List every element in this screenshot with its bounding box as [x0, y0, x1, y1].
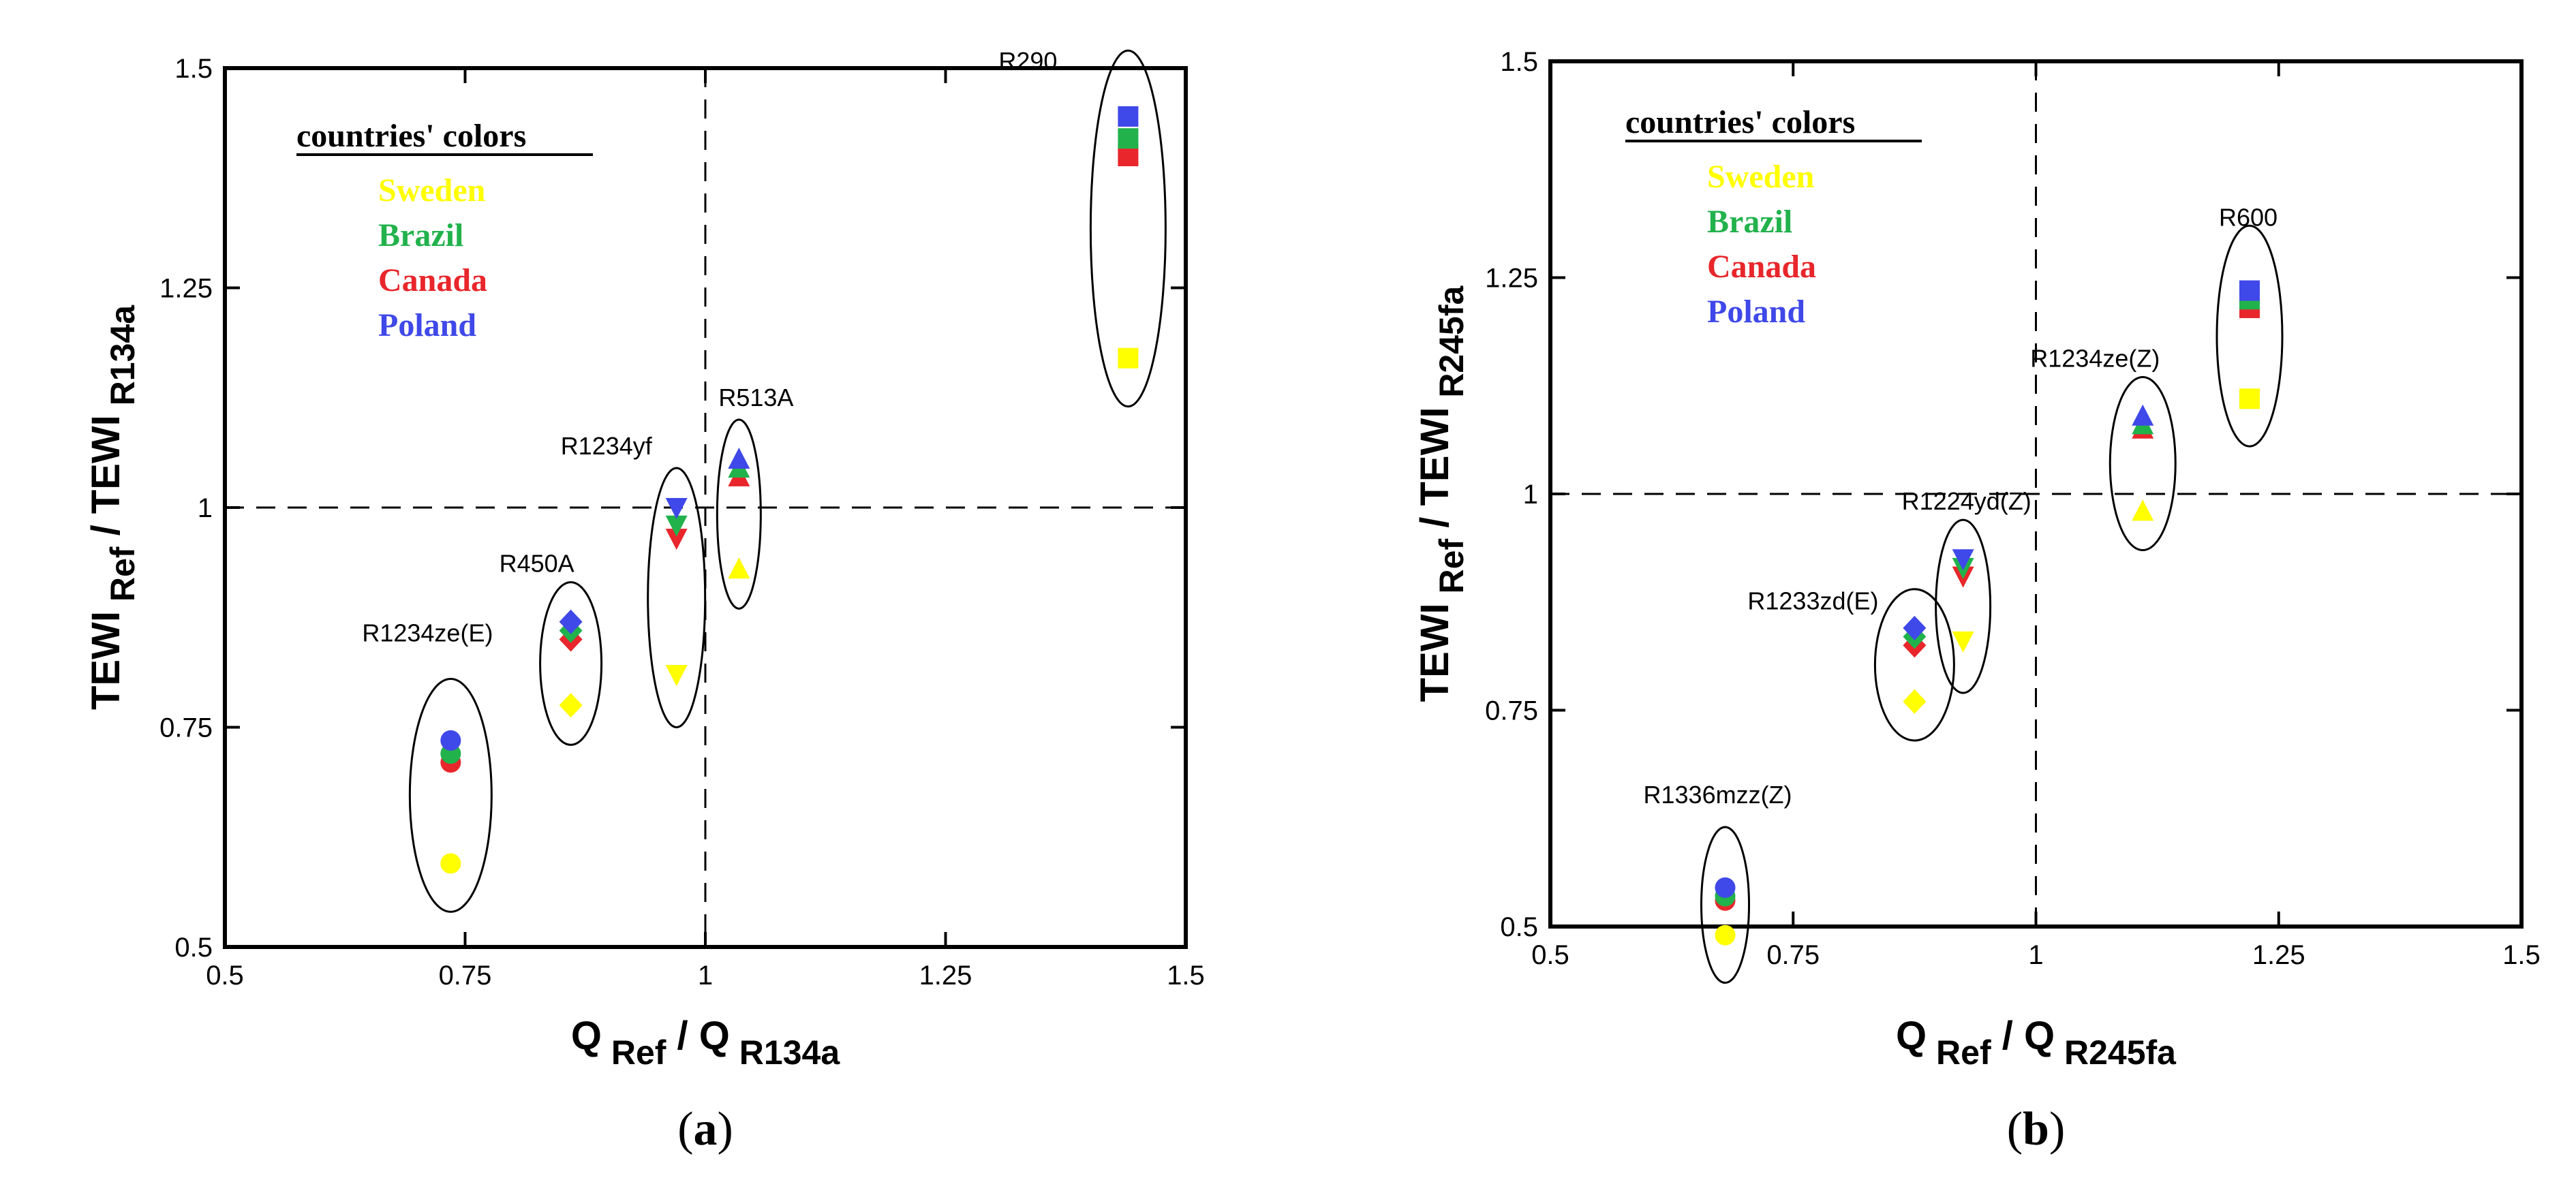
y-tick-label: 1.5 — [1500, 47, 1538, 77]
group-r1224yd-z-: R1224yd(Z) — [1902, 487, 2031, 694]
group-r290: R290 — [998, 47, 1167, 408]
marker-sweden — [440, 853, 461, 874]
group-r513a: R513A — [716, 384, 793, 610]
group-label: R600 — [2219, 203, 2278, 231]
group-r1233zd-e-: R1233zd(E) — [1747, 587, 1955, 742]
marker-sweden — [665, 665, 688, 687]
panel-caption: (b) — [2007, 1103, 2066, 1155]
group-label: R1336mzz(Z) — [1644, 781, 1792, 809]
x-tick-label: 1.5 — [1167, 961, 1205, 991]
group-label: R1224yd(Z) — [1902, 487, 2031, 515]
x-tick-label: 1.5 — [2502, 940, 2541, 970]
marker-sweden — [1903, 689, 1927, 714]
legend-entry-canada: Canada — [1707, 249, 1816, 285]
marker-poland — [665, 498, 688, 519]
x-tick-label: 0.5 — [1531, 940, 1569, 970]
x-tick-label: 0.75 — [1766, 940, 1820, 970]
marker-poland — [2132, 404, 2154, 426]
marker-canada — [665, 529, 688, 550]
marker-poland — [1715, 877, 1736, 898]
chart-panel-a: 0.5 0.75 1 1.25 1.5 0.5 0.75 1 1.25 1.5 Q Ref / Q … — [84, 47, 1205, 1155]
group-ellipse — [1935, 518, 1992, 694]
group-label: R1234yf — [561, 432, 653, 460]
y-tick-label: 1 — [198, 493, 213, 523]
legend: countries' colors Sweden Brazil Canada Polan… — [296, 118, 593, 343]
group-ellipse — [647, 467, 707, 728]
group-label: R1234ze(Z) — [2030, 345, 2160, 373]
group-ellipse — [2215, 224, 2284, 448]
marker-sweden — [728, 557, 750, 579]
group-ellipse — [408, 678, 493, 913]
marker-poland — [2239, 280, 2260, 301]
marker-poland — [559, 609, 583, 634]
group-ellipse — [539, 581, 603, 746]
marker-poland — [728, 448, 750, 469]
marker-sweden — [2132, 499, 2154, 521]
y-tick-label: 0.75 — [159, 713, 213, 743]
group-label: R513A — [718, 384, 793, 411]
y-axis-label: TEWI Ref / TEWI R245fa — [1413, 285, 1471, 702]
marker-sweden — [1715, 924, 1736, 946]
legend: countries' colors Sweden Brazil Canada Polan… — [1625, 104, 1922, 330]
group-r450a: R450A — [500, 550, 603, 746]
group-r1234ze-e-: R1234ze(E) — [362, 619, 493, 913]
marker-sweden — [1952, 631, 1974, 653]
marker-sweden — [2239, 388, 2260, 409]
marker-brazil — [665, 515, 688, 537]
x-tick-label: 1.25 — [919, 961, 972, 991]
y-tick-label: 0.75 — [1485, 696, 1538, 726]
panel-caption: (a) — [677, 1103, 733, 1155]
x-tick-label: 1.25 — [2252, 940, 2305, 970]
group-ellipse — [2109, 376, 2177, 552]
chart-panel-b: 0.5 0.75 1 1.25 1.5 0.5 0.75 1 1.25 1.5 Q Ref / Q … — [1413, 47, 2541, 1155]
marker-poland — [1118, 106, 1139, 127]
legend-entry-sweden: Sweden — [378, 172, 485, 208]
x-axis-label: Q Ref / Q R245fa — [1896, 1014, 2177, 1072]
group-r600: R600 — [2215, 203, 2284, 448]
x-tick-label: 0.5 — [206, 961, 244, 991]
group-r1234ze-z-: R1234ze(Z) — [2030, 345, 2177, 552]
group-r1336mzz-z-: R1336mzz(Z) — [1644, 781, 1792, 984]
y-tick-label: 1.25 — [1485, 264, 1538, 294]
x-tick-label: 1 — [698, 961, 713, 991]
marker-poland — [440, 730, 461, 751]
group-label: R1234ze(E) — [362, 619, 493, 647]
group-ellipse — [1089, 49, 1167, 408]
group-r1234yf: R1234yf — [561, 432, 707, 728]
group-label: R290 — [998, 47, 1057, 75]
group-ellipse — [1700, 826, 1750, 984]
x-tick-label: 1 — [2028, 940, 2043, 970]
y-tick-label: 1 — [1523, 480, 1538, 510]
marker-poland — [1903, 615, 1927, 640]
marker-poland — [1952, 549, 1974, 571]
x-axis-label: Q Ref / Q R134a — [571, 1014, 840, 1072]
y-tick-label: 1.5 — [174, 54, 213, 84]
legend-entry-sweden: Sweden — [1707, 159, 1814, 195]
marker-sweden — [1118, 347, 1139, 369]
y-tick-label: 1.25 — [159, 274, 213, 304]
y-tick-label: 0.5 — [174, 933, 213, 963]
legend-title: countries' colors — [296, 118, 526, 154]
group-ellipse — [1873, 588, 1955, 742]
legend-entry-brazil: Brazil — [378, 217, 463, 253]
y-axis-label: TEWI Ref / TEWI R134a — [84, 305, 142, 710]
marker-canada — [1118, 146, 1139, 166]
legend-entry-canada: Canada — [378, 262, 487, 298]
legend-entry-brazil: Brazil — [1707, 204, 1792, 240]
group-ellipse — [716, 418, 762, 610]
group-label: R1233zd(E) — [1747, 587, 1878, 615]
group-label: R450A — [500, 550, 574, 578]
x-tick-label: 0.75 — [439, 961, 492, 991]
legend-entry-poland: Poland — [378, 307, 476, 343]
legend-entry-poland: Poland — [1707, 294, 1805, 330]
y-tick-label: 0.5 — [1500, 912, 1538, 942]
legend-title: countries' colors — [1625, 104, 1855, 140]
marker-sweden — [559, 693, 583, 718]
marker-brazil — [1118, 128, 1139, 149]
